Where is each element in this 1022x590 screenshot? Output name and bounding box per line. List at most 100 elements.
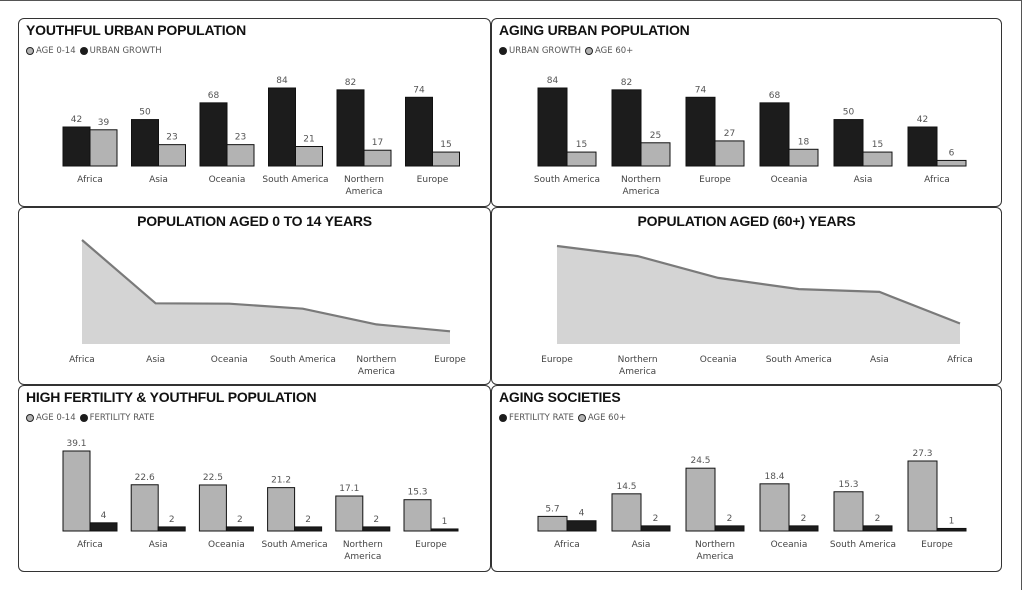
area-chart: Europe Northern America Oceania South Americ… (541, 244, 973, 377)
data-label: 4 (101, 511, 107, 521)
bar-chart: 42 39 Africa 50 23 Asia 68 23 Oceania 84 21 South A… (62, 76, 460, 197)
bar-urban-growth-africa (907, 126, 938, 167)
bar-fertility-rate-oceania (225, 526, 254, 532)
panel-title: POPULATION AGED (60+) YEARS (637, 213, 856, 229)
bar-fertility-rate-northern-america (714, 525, 745, 532)
data-label: 17.1 (339, 484, 359, 494)
data-label: 2 (801, 514, 807, 524)
category-label: Africa (77, 175, 103, 185)
high-fertility-youthful-population-panel: HIGH FERTILITY & YOUTHFUL POPULATION AGE… (18, 385, 491, 572)
legend-label: FERTILITY RATE (509, 413, 574, 423)
bar-urban-growth-northern-america (611, 89, 642, 167)
category-label: Asia (854, 175, 873, 185)
category-label: Asia (870, 355, 889, 365)
data-label: 82 (345, 78, 356, 88)
category-label: America (619, 367, 656, 377)
category-label: Europe (415, 540, 447, 550)
data-label: 5.7 (545, 504, 559, 514)
legend-swatch-icon (585, 47, 594, 55)
legend-label: FERTILITY RATE (89, 413, 155, 423)
bar-fertility-rate-south-america (294, 526, 323, 532)
data-label: 39.1 (66, 439, 86, 449)
data-label: 15 (440, 140, 451, 150)
category-label: Northern (343, 540, 383, 550)
bar-age-0-14-asia (158, 144, 186, 167)
data-label: 25 (650, 131, 661, 141)
data-label: 74 (413, 85, 425, 95)
bar-age-0-14-south-america (267, 487, 296, 532)
data-label: 1 (442, 517, 448, 527)
data-label: 2 (373, 515, 379, 525)
category-label: Northern (695, 540, 735, 550)
data-label: 42 (917, 115, 928, 125)
data-label: 39 (98, 118, 110, 128)
legend-label: AGE 60+ (587, 413, 627, 423)
bar-age-60--asia (862, 151, 893, 167)
bar-age-0-14-south-america (295, 146, 323, 167)
bar-urban-growth-europe (685, 96, 716, 167)
legend-label: URBAN GROWTH (89, 46, 162, 56)
category-label: Oceania (771, 540, 808, 550)
data-label: 17 (372, 138, 383, 148)
legend-swatch-icon (26, 47, 34, 55)
data-label: 14.5 (616, 482, 636, 492)
data-label: 23 (166, 133, 177, 143)
data-label: 22.5 (203, 473, 223, 483)
legend: FERTILITY RATE AGE 60+ (499, 413, 630, 423)
category-label: Oceania (211, 355, 248, 365)
data-label: 1 (949, 516, 955, 526)
bar-age-0-14-africa (89, 129, 118, 167)
bar-age-60--asia (611, 493, 642, 532)
category-label: Africa (554, 540, 580, 550)
data-label: 18.4 (764, 472, 784, 482)
data-label: 84 (547, 76, 559, 86)
bar-fertility-rate-africa (89, 522, 118, 532)
category-label: South America (766, 355, 832, 365)
data-label: 2 (727, 514, 733, 524)
category-label: Africa (77, 540, 103, 550)
bar-chart: 39.1 4 Africa 22.6 2 Asia 22.5 2 Oceania 21.2 2 Sou… (62, 439, 459, 562)
legend-label: AGE 60+ (595, 46, 634, 56)
bar-age-0-14-asia (130, 484, 159, 532)
aging-societies-panel: AGING SOCIETIES FERTILITY RATE AGE 60+ 5… (491, 385, 1002, 572)
legend-item-fertility-rate[interactable]: FERTILITY RATE (79, 413, 155, 423)
data-label: 74 (695, 85, 707, 95)
legend-item-age-0-14[interactable]: AGE 0-14 (26, 413, 76, 423)
data-label: 42 (71, 115, 82, 125)
legend-label: AGE 0-14 (36, 46, 76, 56)
data-label: 84 (276, 76, 288, 86)
area-chart: Africa Asia Oceania South America Northern Am… (69, 239, 466, 377)
legend-item-fertility-rate[interactable]: FERTILITY RATE (499, 413, 574, 423)
panel-title: HIGH FERTILITY & YOUTHFUL POPULATION (26, 389, 317, 405)
panel-title: POPULATION AGED 0 TO 14 YEARS (137, 213, 372, 229)
category-label: Africa (69, 355, 95, 365)
data-label: 24.5 (690, 456, 710, 466)
data-label: 23 (235, 133, 246, 143)
bar-age-60--northern-america (685, 467, 716, 532)
legend: AGE 0-14 URBAN GROWTH (26, 46, 166, 56)
legend-item-age-0-14[interactable]: AGE 0-14 (26, 46, 76, 56)
category-label: Europe (699, 175, 731, 185)
bar-urban-growth-northern-america (336, 89, 365, 167)
legend-item-urban-growth[interactable]: URBAN GROWTH (499, 46, 581, 56)
data-label: 15.3 (407, 488, 427, 498)
legend-item-urban-growth[interactable]: URBAN GROWTH (79, 46, 162, 56)
bar-fertility-rate-europe (936, 527, 967, 532)
legend-item-age-60-plus[interactable]: AGE 60+ (585, 46, 633, 56)
category-label: Europe (417, 175, 449, 185)
legend-swatch-icon (79, 47, 88, 55)
data-label: 68 (208, 91, 220, 101)
area-fill (82, 240, 450, 344)
data-label: 18 (798, 137, 810, 147)
data-label: 2 (653, 514, 659, 524)
legend-swatch-icon (26, 414, 34, 422)
category-label: America (344, 552, 381, 562)
bar-age-0-14-northern-america (335, 495, 364, 532)
data-label: 2 (875, 514, 881, 524)
legend-item-age-60-plus[interactable]: AGE 60+ (577, 413, 627, 423)
legend-swatch-icon (499, 47, 507, 55)
data-label: 50 (843, 108, 855, 118)
bar-age-60--south-america (566, 151, 597, 167)
data-label: 27.3 (912, 449, 932, 459)
bar-fertility-rate-africa (566, 520, 597, 532)
